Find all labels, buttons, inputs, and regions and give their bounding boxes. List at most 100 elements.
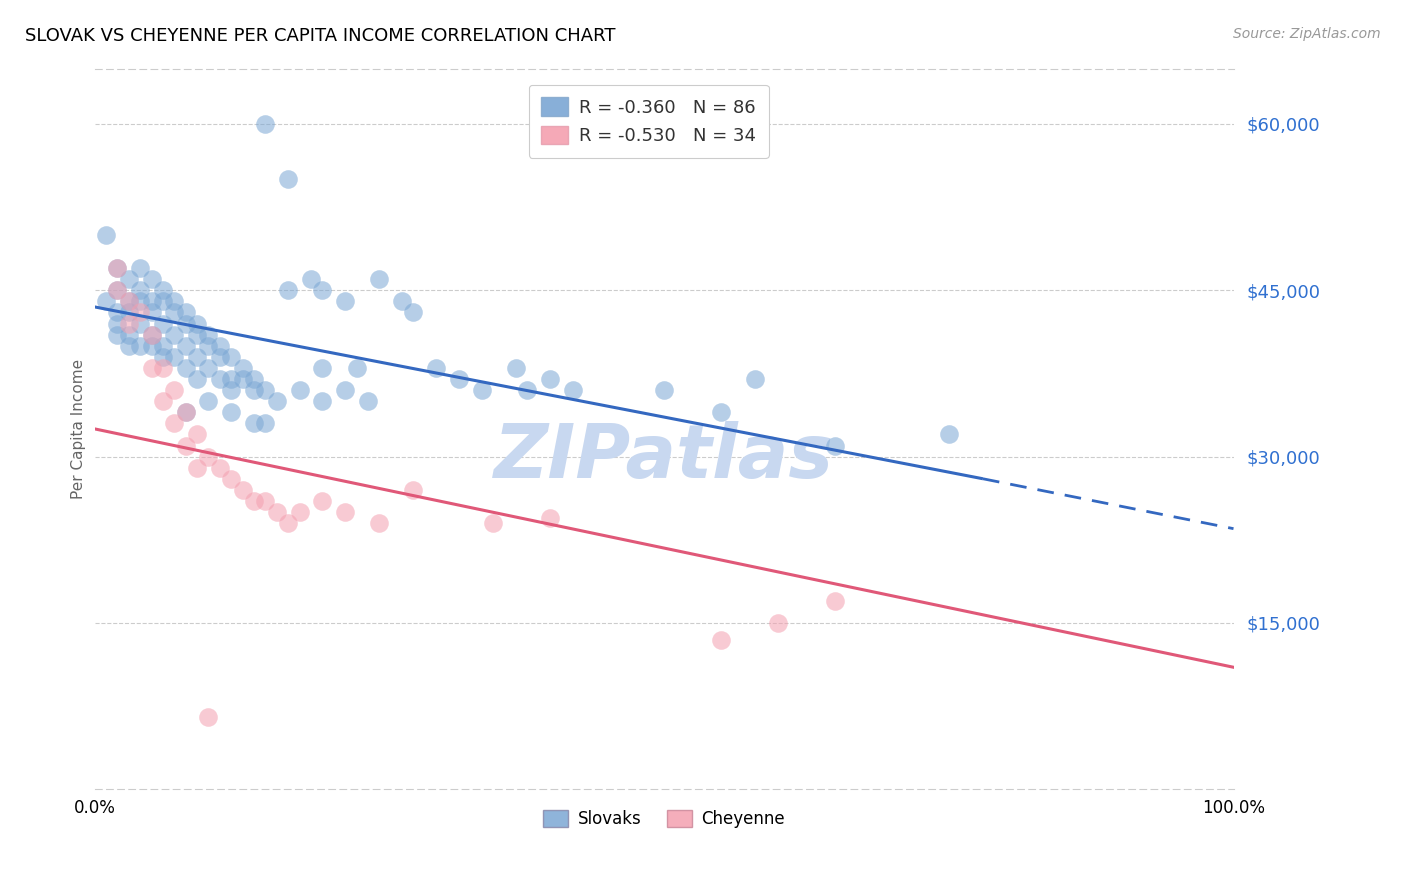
Point bbox=[141, 272, 163, 286]
Point bbox=[219, 372, 242, 386]
Point bbox=[186, 372, 208, 386]
Point bbox=[152, 283, 174, 297]
Point bbox=[710, 405, 733, 419]
Point bbox=[163, 383, 186, 397]
Point bbox=[232, 483, 254, 497]
Legend: Slovaks, Cheyenne: Slovaks, Cheyenne bbox=[536, 804, 792, 835]
Point bbox=[311, 394, 333, 409]
Point bbox=[266, 505, 288, 519]
Point bbox=[105, 317, 128, 331]
Point bbox=[105, 327, 128, 342]
Point bbox=[652, 383, 675, 397]
Point bbox=[163, 327, 186, 342]
Point bbox=[277, 172, 299, 186]
Point bbox=[163, 305, 186, 319]
Point bbox=[357, 394, 380, 409]
Point bbox=[232, 372, 254, 386]
Text: Source: ZipAtlas.com: Source: ZipAtlas.com bbox=[1233, 27, 1381, 41]
Y-axis label: Per Capita Income: Per Capita Income bbox=[72, 359, 86, 499]
Point bbox=[152, 394, 174, 409]
Point bbox=[243, 494, 266, 508]
Point bbox=[105, 305, 128, 319]
Point bbox=[163, 294, 186, 309]
Point bbox=[219, 405, 242, 419]
Point bbox=[174, 317, 197, 331]
Point bbox=[243, 372, 266, 386]
Point bbox=[152, 350, 174, 364]
Point bbox=[219, 472, 242, 486]
Point bbox=[232, 360, 254, 375]
Point bbox=[254, 383, 277, 397]
Point bbox=[186, 350, 208, 364]
Point bbox=[197, 394, 219, 409]
Point bbox=[186, 460, 208, 475]
Point bbox=[516, 383, 538, 397]
Point bbox=[94, 294, 117, 309]
Point bbox=[152, 317, 174, 331]
Point bbox=[333, 505, 356, 519]
Point bbox=[163, 350, 186, 364]
Point bbox=[299, 272, 322, 286]
Point bbox=[447, 372, 470, 386]
Point bbox=[174, 438, 197, 452]
Point bbox=[938, 427, 960, 442]
Point bbox=[141, 327, 163, 342]
Point bbox=[141, 360, 163, 375]
Point bbox=[368, 272, 391, 286]
Point bbox=[94, 227, 117, 242]
Point bbox=[174, 360, 197, 375]
Point bbox=[129, 339, 152, 353]
Point bbox=[141, 305, 163, 319]
Point bbox=[174, 339, 197, 353]
Point bbox=[118, 294, 141, 309]
Point bbox=[152, 360, 174, 375]
Point bbox=[219, 350, 242, 364]
Point bbox=[186, 327, 208, 342]
Point bbox=[277, 283, 299, 297]
Point bbox=[311, 494, 333, 508]
Point bbox=[105, 261, 128, 276]
Point bbox=[197, 450, 219, 464]
Point bbox=[505, 360, 527, 375]
Point bbox=[129, 283, 152, 297]
Point bbox=[186, 427, 208, 442]
Point bbox=[208, 350, 231, 364]
Point bbox=[402, 305, 425, 319]
Point bbox=[538, 510, 561, 524]
Point bbox=[186, 317, 208, 331]
Point bbox=[538, 372, 561, 386]
Point bbox=[129, 294, 152, 309]
Point bbox=[482, 516, 505, 530]
Point bbox=[105, 283, 128, 297]
Point bbox=[333, 294, 356, 309]
Point bbox=[208, 372, 231, 386]
Point bbox=[277, 516, 299, 530]
Point bbox=[174, 405, 197, 419]
Point bbox=[243, 417, 266, 431]
Point bbox=[141, 339, 163, 353]
Point bbox=[174, 405, 197, 419]
Point bbox=[254, 417, 277, 431]
Point bbox=[266, 394, 288, 409]
Point bbox=[471, 383, 494, 397]
Point bbox=[368, 516, 391, 530]
Point bbox=[311, 360, 333, 375]
Text: ZIPatlas: ZIPatlas bbox=[494, 421, 834, 494]
Point bbox=[824, 438, 846, 452]
Point bbox=[425, 360, 447, 375]
Point bbox=[118, 317, 141, 331]
Point bbox=[391, 294, 413, 309]
Point bbox=[163, 417, 186, 431]
Point bbox=[129, 317, 152, 331]
Point bbox=[402, 483, 425, 497]
Point bbox=[118, 294, 141, 309]
Point bbox=[118, 327, 141, 342]
Point bbox=[333, 383, 356, 397]
Point bbox=[824, 593, 846, 607]
Point bbox=[208, 339, 231, 353]
Point bbox=[118, 305, 141, 319]
Point bbox=[141, 294, 163, 309]
Point bbox=[288, 505, 311, 519]
Point bbox=[197, 339, 219, 353]
Point bbox=[346, 360, 368, 375]
